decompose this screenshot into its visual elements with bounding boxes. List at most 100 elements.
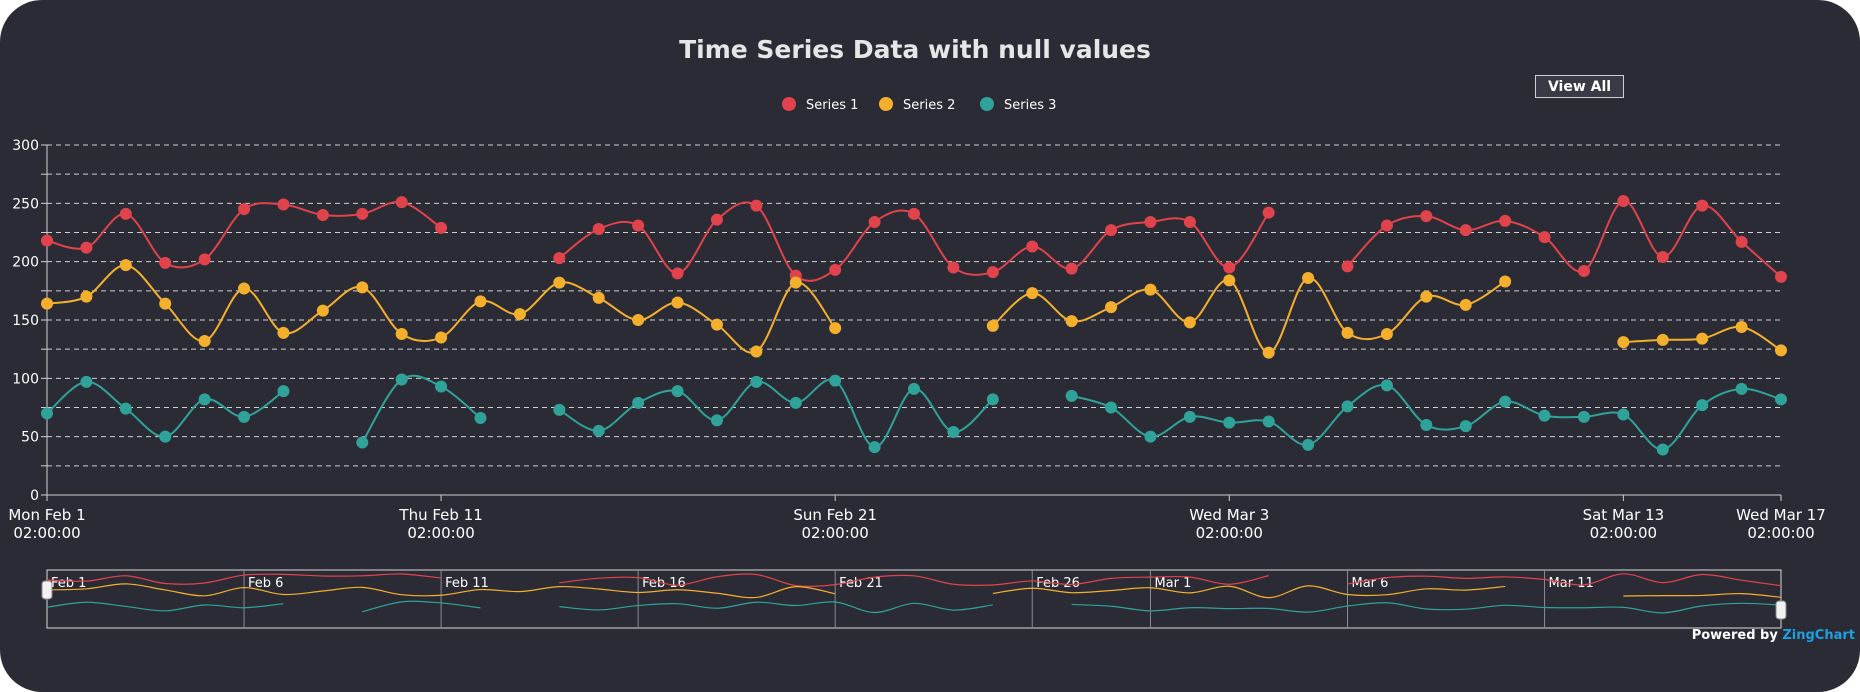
series-2-point[interactable] — [513, 308, 526, 321]
series-1-point[interactable] — [710, 213, 723, 226]
preview-handle-right[interactable] — [1775, 600, 1787, 620]
series-3-point[interactable] — [1341, 400, 1354, 413]
series-3-point[interactable] — [474, 412, 487, 424]
series-3-point[interactable] — [1538, 409, 1551, 422]
series-2-point[interactable] — [1617, 336, 1630, 349]
series-1-point[interactable] — [553, 252, 566, 265]
series-1-point[interactable] — [1735, 235, 1748, 248]
series-3-point[interactable] — [1617, 408, 1630, 421]
series-1-point[interactable] — [986, 266, 999, 279]
series-1-point[interactable] — [1065, 262, 1078, 275]
series-1-point[interactable] — [119, 207, 132, 220]
series-1-point[interactable] — [1656, 251, 1669, 263]
series-3-point[interactable] — [553, 403, 566, 416]
series-1-point[interactable] — [1577, 265, 1590, 277]
series-3-point[interactable] — [1775, 393, 1787, 406]
series-1-point[interactable] — [908, 207, 920, 220]
series-1-point[interactable] — [829, 263, 842, 276]
series-1-point[interactable] — [1459, 224, 1472, 237]
view-all-button[interactable]: View All — [1535, 75, 1624, 98]
series-2-point[interactable] — [1302, 272, 1315, 284]
series-2-point[interactable] — [710, 318, 723, 331]
series-2-point[interactable] — [1183, 316, 1196, 329]
series-1-point[interactable] — [395, 196, 408, 209]
series-3-point[interactable] — [80, 375, 93, 388]
series-1-point[interactable] — [1538, 231, 1551, 244]
series-3-point[interactable] — [947, 426, 960, 438]
series-2-point[interactable] — [119, 259, 132, 272]
series-2-point[interactable] — [277, 326, 290, 339]
series-2-point[interactable] — [80, 290, 93, 303]
series-3-point[interactable] — [592, 424, 605, 437]
series-2-point[interactable] — [1735, 321, 1748, 333]
series-3-point[interactable] — [1183, 410, 1196, 423]
series-3-point[interactable] — [159, 430, 172, 443]
series-2-point[interactable] — [395, 328, 408, 340]
series-3-point[interactable] — [1499, 395, 1512, 408]
series-2-point[interactable] — [1380, 328, 1393, 340]
series-1-point[interactable] — [592, 223, 605, 235]
legend-item-series-3[interactable]: Series 3 — [980, 97, 1056, 113]
series-2-point[interactable] — [1499, 275, 1512, 288]
series-2-point[interactable] — [316, 304, 329, 317]
series-3-point[interactable] — [1144, 430, 1157, 443]
series-3-point[interactable] — [1735, 382, 1748, 395]
series-2-point[interactable] — [789, 276, 802, 289]
series-2-point[interactable] — [750, 345, 763, 358]
series-2-point[interactable] — [1341, 326, 1354, 339]
series-2-point[interactable] — [198, 335, 211, 347]
series-1-point[interactable] — [1617, 195, 1630, 207]
series-3-point[interactable] — [908, 382, 920, 395]
series-3-point[interactable] — [986, 393, 999, 406]
series-3-point[interactable] — [789, 396, 802, 409]
powered-by-credit[interactable]: Powered by ZingChart — [1692, 628, 1855, 643]
series-2-point[interactable] — [829, 322, 842, 335]
series-3-point[interactable] — [1696, 399, 1709, 412]
series-1-point[interactable] — [671, 267, 684, 280]
series-2-point[interactable] — [986, 319, 999, 332]
series-3-point[interactable] — [829, 374, 842, 387]
series-3-point[interactable] — [356, 436, 369, 449]
series-2-point[interactable] — [356, 281, 369, 294]
series-2-point[interactable] — [1420, 290, 1433, 303]
series-2-point[interactable] — [238, 282, 251, 295]
series-3-point[interactable] — [1223, 416, 1236, 429]
legend[interactable]: Series 1 Series 2 Series 3 — [782, 97, 1056, 113]
series-1-point[interactable] — [947, 261, 960, 274]
series-1-point[interactable] — [1223, 261, 1236, 274]
series-3-point[interactable] — [710, 414, 723, 427]
series-2-point[interactable] — [1696, 332, 1709, 345]
series-1-point[interactable] — [1380, 219, 1393, 232]
series-1-point[interactable] — [1775, 270, 1787, 283]
series-3-point[interactable] — [868, 441, 881, 454]
series-3-point[interactable] — [750, 375, 763, 388]
series-1-point[interactable] — [1183, 216, 1196, 228]
series-1-point[interactable] — [159, 256, 172, 269]
series-3-point[interactable] — [435, 380, 448, 393]
series-1-point[interactable] — [1696, 199, 1709, 212]
series-1-point[interactable] — [435, 221, 448, 234]
legend-item-series-1[interactable]: Series 1 — [782, 97, 858, 113]
series-1-point[interactable] — [80, 241, 93, 254]
series-3-point[interactable] — [1262, 415, 1275, 428]
series-1-point[interactable] — [1026, 240, 1039, 253]
series-3-point[interactable] — [395, 373, 408, 386]
series-3-point[interactable] — [1380, 379, 1393, 392]
legend-item-series-2[interactable]: Series 2 — [879, 97, 955, 113]
series-2-point[interactable] — [1656, 333, 1669, 346]
credit-brand[interactable]: ZingChart — [1782, 628, 1855, 643]
series-3-point[interactable] — [277, 385, 290, 398]
preview-handle-left[interactable] — [41, 580, 53, 600]
series-2-point[interactable] — [1223, 274, 1236, 287]
series-points[interactable] — [41, 195, 1787, 456]
series-3-point[interactable] — [1105, 401, 1118, 414]
series-2-point[interactable] — [671, 296, 684, 309]
series-2-point[interactable] — [592, 291, 605, 304]
series-3-point[interactable] — [671, 385, 684, 398]
series-1-point[interactable] — [750, 199, 763, 212]
series-2-point[interactable] — [553, 276, 566, 289]
series-1-point[interactable] — [1420, 210, 1433, 223]
series-2-point[interactable] — [1026, 287, 1039, 300]
series-3-point[interactable] — [41, 407, 53, 420]
